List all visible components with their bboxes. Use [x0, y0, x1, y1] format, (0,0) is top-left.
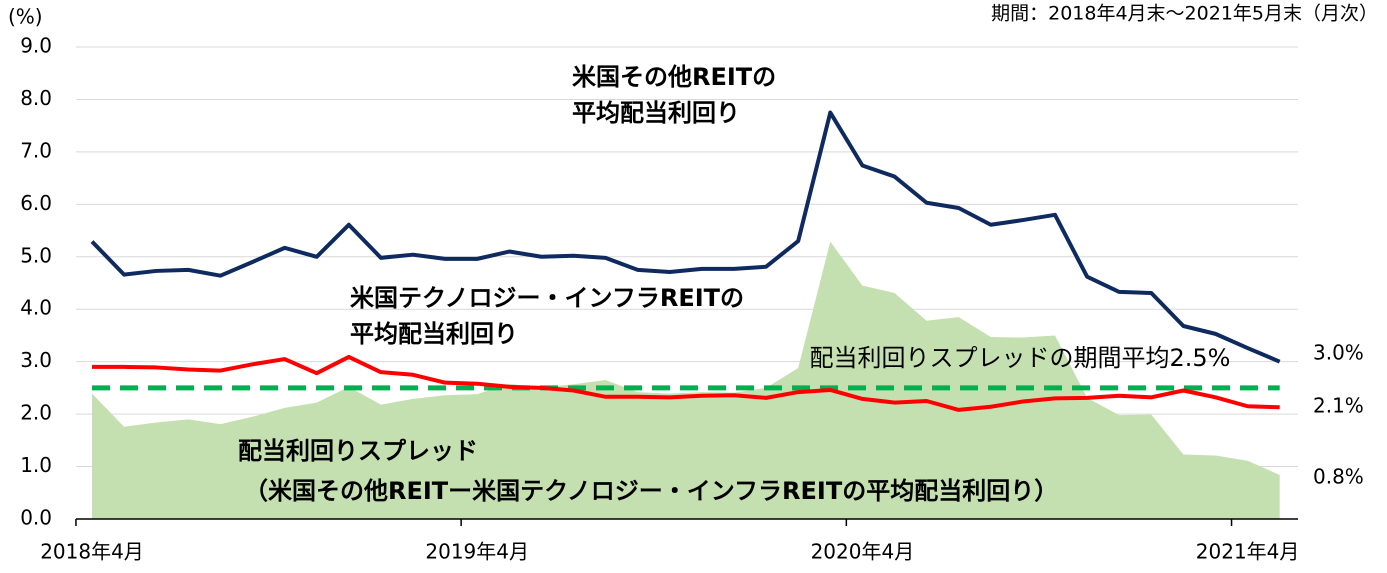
series-label: 平均配当利回り [350, 320, 518, 348]
y-tick-label: 5.0 [20, 243, 52, 267]
area-label: 配当利回りスプレッド [238, 437, 478, 465]
y-unit-label: (%) [8, 5, 43, 29]
y-tick-label: 7.0 [20, 138, 52, 162]
y-tick-label: 1.0 [20, 453, 52, 477]
y-tick-label: 3.0 [20, 348, 52, 372]
average-label: 配当利回りスプレッドの期間平均2.5% [810, 344, 1231, 372]
x-tick-label: 2018年4月 [40, 540, 144, 564]
series-label: 米国その他REITの [572, 63, 776, 91]
series-label: 米国テクノロジー・インフラREITの [350, 284, 744, 312]
series-label: 平均配当利回り [572, 99, 740, 127]
end-label: 0.8% [1313, 465, 1364, 489]
line [92, 354, 1280, 412]
area-label: （米国その他REITー米国テクノロジー・インフラREITの平均配当利回り） [244, 477, 1058, 505]
x-tick-label: 2020年4月 [811, 540, 915, 564]
period-note: 期間：2018年4月末～2021年5月末（月次） [991, 3, 1378, 25]
y-tick-label: 2.0 [20, 401, 52, 425]
x-tick-label: 2019年4月 [425, 540, 529, 564]
y-tick-label: 9.0 [20, 34, 52, 58]
spread-area [92, 241, 1280, 519]
end-label: 2.1% [1313, 394, 1364, 418]
y-tick-label: 4.0 [20, 296, 52, 320]
x-tick-label: 2021年4月 [1196, 540, 1300, 564]
end-label: 3.0% [1313, 341, 1364, 365]
y-tick-label: 8.0 [20, 86, 52, 110]
line [90, 110, 1281, 364]
y-tick-label: 0.0 [20, 506, 52, 530]
y-tick-label: 6.0 [20, 191, 52, 215]
